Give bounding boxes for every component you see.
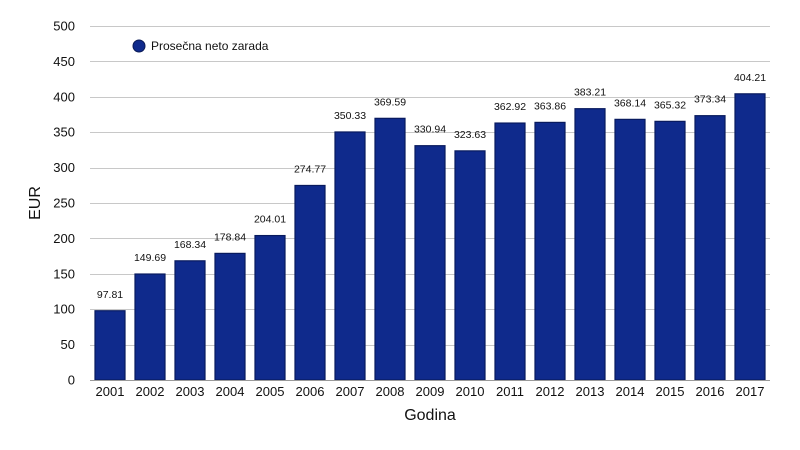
data-label: 97.81 [97,289,123,301]
y-tick-label: 150 [53,266,75,281]
data-labels: 97.81 149.69 168.34 178.84 204.01 274.77 350.3… [97,72,766,301]
bar-2013 [574,108,606,381]
data-label: 178.84 [214,231,246,243]
data-label: 373.34 [694,94,726,106]
y-tick-label: 200 [53,231,75,246]
bars [94,93,766,381]
bar-2007 [334,131,366,381]
y-tick-label: 300 [53,160,75,175]
y-tick-label: 500 [53,19,75,34]
data-label: 323.63 [454,129,486,141]
y-tick-label: 0 [68,373,75,388]
bar-2008 [374,117,406,381]
x-tick-label: 2002 [136,384,165,399]
x-tick-label: 2011 [496,384,524,399]
x-tick-label: 2010 [456,384,485,399]
x-tick-label: 2005 [256,384,285,399]
data-label: 350.33 [334,110,366,122]
bar-2003 [174,260,206,381]
x-tick-label: 2014 [616,384,645,399]
data-label: 168.34 [174,239,206,251]
y-tick-label: 450 [53,54,75,69]
x-tick-label: 2015 [656,384,685,399]
y-tick-label: 400 [53,89,75,104]
x-axis-ticks: 2001 2002 2003 2004 2005 2006 2007 2008 2009 2010… [96,384,765,399]
bar-2015 [654,120,686,381]
x-tick-label: 2006 [296,384,325,399]
x-tick-label: 2008 [376,384,405,399]
x-tick-label: 2012 [536,384,565,399]
data-label: 204.01 [254,214,286,226]
bar-2009 [414,145,446,381]
legend: Prosečna neto zarada [132,39,269,53]
bar-2004 [214,252,246,381]
legend-marker [132,39,146,53]
x-tick-label: 2009 [416,384,445,399]
bar-2016 [694,115,726,381]
x-tick-label: 2013 [576,384,605,399]
bar-2014 [614,118,646,381]
bar-2017 [734,93,766,381]
x-tick-label: 2016 [696,384,725,399]
data-label: 369.59 [374,96,406,108]
y-axis-title: EUR [27,186,44,220]
bar-2010 [454,150,486,381]
x-tick-label: 2007 [336,384,365,399]
data-label: 363.86 [534,100,566,112]
y-tick-label: 250 [53,196,75,211]
data-label: 330.94 [414,124,446,136]
x-tick-label: 2017 [736,384,765,399]
legend-label: Prosečna neto zarada [151,39,269,53]
y-tick-label: 100 [53,302,75,317]
data-label: 383.21 [574,87,606,99]
x-tick-label: 2001 [96,384,125,399]
y-tick-label: 50 [61,337,75,352]
x-tick-label: 2003 [176,384,205,399]
x-axis-title: Godina [404,407,456,424]
data-label: 368.14 [614,97,646,109]
bar-2002 [134,273,166,381]
bar-2006 [294,184,326,381]
bar-2012 [534,121,566,381]
data-label: 362.92 [494,101,526,113]
y-tick-label: 350 [53,125,75,140]
y-axis-ticks: 0 50 100 150 200 250 300 350 400 450 500 [53,19,75,388]
data-label: 404.21 [734,72,766,84]
x-tick-label: 2004 [216,384,245,399]
bar-2005 [254,234,286,381]
data-label: 274.77 [294,163,326,175]
bar-2001 [94,310,126,381]
data-label: 149.69 [134,252,166,264]
data-label: 365.32 [654,99,686,111]
bar-2011 [494,122,526,381]
